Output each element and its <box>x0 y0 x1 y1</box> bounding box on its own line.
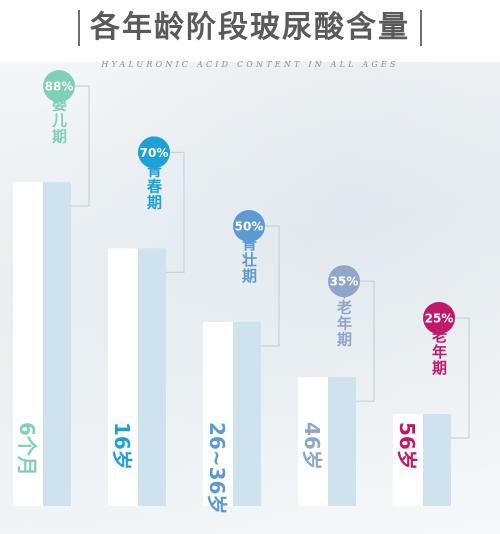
connector-line-4 <box>451 317 470 439</box>
connector-line-1 <box>166 151 185 273</box>
category-label-4: 56岁 <box>395 422 419 470</box>
stage-label-4: 老年期 <box>430 327 448 376</box>
bar-3 <box>298 377 328 506</box>
connector-line-0 <box>71 85 90 207</box>
title-wrap: 各年龄阶段玻尿酸含量 <box>0 10 500 46</box>
value-badge-3 <box>328 265 360 298</box>
value-label-3: 35% <box>330 275 359 289</box>
chart-subtitle: HYALURONIC ACID CONTENT IN ALL AGES <box>101 60 399 69</box>
category-label-0: 6个月 <box>15 422 39 476</box>
value-label-0: 88% <box>45 80 74 94</box>
connector-line-3 <box>356 280 375 402</box>
value-label-4: 25% <box>425 312 454 326</box>
stage-label-1: 青春期 <box>145 162 163 211</box>
category-label-2: 26~36岁 <box>205 422 229 514</box>
value-badge-4 <box>423 302 455 334</box>
bar-back-2 <box>233 322 261 506</box>
bar-2 <box>203 322 233 506</box>
connector-line-2 <box>261 225 280 347</box>
category-label-1: 16岁 <box>110 422 134 470</box>
bar-back-0 <box>43 182 71 506</box>
value-badge-0 <box>43 70 75 103</box>
value-badge-1 <box>138 136 170 169</box>
bar-back-3 <box>328 377 356 506</box>
value-label-2: 50% <box>235 220 264 234</box>
bar-0 <box>13 182 43 506</box>
bar-back-1 <box>138 248 166 506</box>
category-label-3: 46岁 <box>300 422 324 470</box>
stage-label-2: 青壮期 <box>240 235 258 284</box>
value-label-1: 70% <box>140 146 169 160</box>
stage-label-3: 中老年期 <box>335 282 353 347</box>
bar-4 <box>393 414 423 506</box>
bar-1 <box>108 248 138 506</box>
value-badge-2 <box>233 210 265 242</box>
chart-title: 各年龄阶段玻尿酸含量 <box>78 10 422 46</box>
bar-back-4 <box>423 414 451 506</box>
stage-label-0: 婴儿期 <box>50 96 68 144</box>
